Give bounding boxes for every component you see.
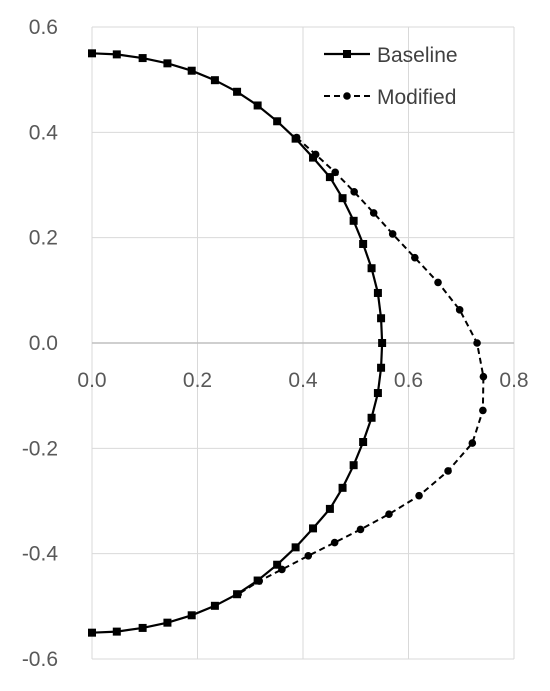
data-point-baseline [349, 216, 358, 225]
data-point-baseline [138, 54, 147, 63]
data-point-modified [255, 577, 264, 585]
data-point-modified [455, 306, 464, 314]
data-point-baseline [377, 363, 386, 372]
y-tick-label: -0.4 [22, 543, 59, 566]
legend-marker-modified [343, 92, 351, 100]
legend-label-modified: Modified [377, 86, 456, 109]
series-line-modified [237, 136, 485, 596]
data-point-baseline [138, 623, 147, 632]
data-point-modified [278, 565, 286, 574]
data-point-baseline [273, 117, 282, 126]
data-point-modified [385, 510, 393, 518]
data-point-baseline [88, 628, 96, 637]
data-point-baseline [309, 524, 318, 533]
x-tick-label: 0.2 [183, 369, 212, 392]
data-point-baseline [112, 50, 121, 59]
data-point-modified [350, 188, 358, 196]
data-point-modified [292, 133, 301, 142]
data-point-modified [434, 278, 442, 287]
data-point-baseline [88, 49, 96, 58]
data-point-modified [311, 150, 320, 159]
data-point-baseline [378, 339, 387, 347]
legend: Baseline Modified [324, 44, 458, 109]
data-point-baseline [163, 59, 172, 68]
data-point-baseline [349, 461, 358, 470]
data-point-modified [411, 253, 419, 262]
y-tick-label: 0.2 [29, 227, 58, 250]
data-point-baseline [253, 101, 262, 110]
x-tick-label: 0.4 [288, 369, 318, 392]
x-tick-label: 0.0 [77, 369, 106, 392]
x-tick-label: 0.8 [499, 369, 528, 392]
data-point-modified [331, 168, 339, 177]
data-point-baseline [338, 483, 347, 492]
legend-label-baseline: Baseline [377, 44, 458, 67]
data-point-modified [369, 209, 378, 217]
data-point-baseline [210, 76, 219, 85]
data-point-modified [356, 525, 365, 534]
data-point-modified [304, 551, 313, 560]
data-point-modified [388, 230, 397, 238]
data-point-modified [473, 339, 481, 347]
data-point-baseline [377, 314, 386, 323]
data-point-baseline [112, 627, 121, 636]
y-tick-label: -0.6 [22, 648, 58, 671]
data-point-baseline [359, 239, 368, 248]
y-tick-label: -0.2 [22, 437, 58, 460]
legend-marker-baseline [343, 50, 351, 58]
data-point-modified [330, 538, 339, 547]
data-point-baseline [163, 618, 172, 627]
data-point-baseline [210, 601, 219, 610]
data-point-modified [444, 467, 452, 475]
data-point-modified [234, 590, 242, 599]
data-point-baseline [187, 66, 196, 75]
data-point-baseline [325, 173, 334, 182]
data-point-baseline [273, 560, 282, 569]
data-point-modified [479, 406, 487, 415]
series-plot [88, 49, 488, 637]
data-point-baseline [325, 504, 334, 513]
x-tick-label: 0.6 [394, 369, 423, 392]
data-point-baseline [338, 194, 347, 203]
data-point-baseline [291, 543, 300, 552]
data-point-baseline [367, 413, 376, 422]
data-point-baseline [309, 153, 318, 162]
y-tick-label: 0.0 [29, 332, 58, 355]
data-point-modified [415, 491, 423, 500]
data-point-modified [468, 439, 477, 447]
data-point-baseline [187, 611, 196, 620]
data-point-baseline [367, 264, 376, 273]
data-point-baseline [233, 87, 242, 96]
y-tick-label: 0.6 [29, 16, 58, 39]
gridlines [91, 26, 515, 660]
data-point-baseline [359, 438, 368, 447]
tick-labels: 0.0 0.2 0.4 0.6 0.8 0.6 0.4 0.2 0.0 -0.2 -0.4 -0.6 [22, 16, 529, 671]
data-point-baseline [373, 389, 382, 398]
y-tick-label: 0.4 [29, 121, 59, 144]
data-point-baseline [373, 288, 382, 297]
series-modified [234, 133, 488, 599]
data-point-modified [479, 372, 488, 381]
